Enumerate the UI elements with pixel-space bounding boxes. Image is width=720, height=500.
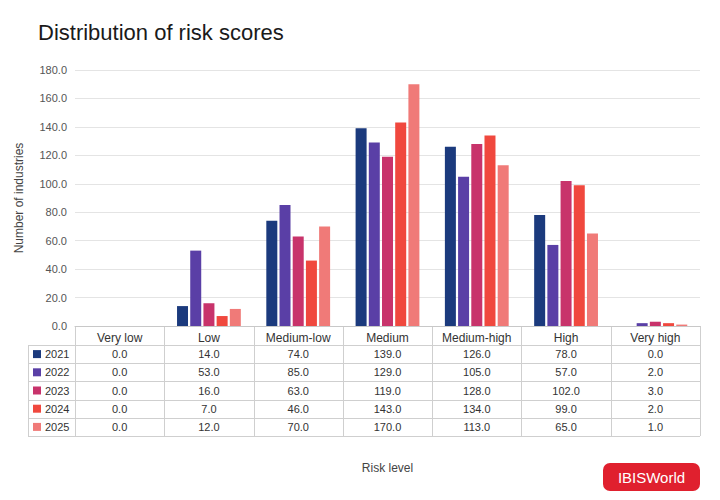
svg-text:120.0: 120.0 [39,149,67,161]
svg-text:Risk level: Risk level [362,461,413,475]
svg-text:80.0: 80.0 [46,206,67,218]
svg-text:2025: 2025 [45,421,69,433]
svg-text:2023: 2023 [45,385,69,397]
svg-text:63.0: 63.0 [288,385,309,397]
svg-text:57.0: 57.0 [555,366,576,378]
svg-text:143.0: 143.0 [374,403,402,415]
svg-text:16.0: 16.0 [198,385,219,397]
svg-text:65.0: 65.0 [555,421,576,433]
svg-text:0.0: 0.0 [52,320,67,332]
svg-text:0.0: 0.0 [112,403,127,415]
svg-text:78.0: 78.0 [555,348,576,360]
svg-text:Very high: Very high [630,331,680,345]
svg-text:70.0: 70.0 [288,421,309,433]
svg-text:2022: 2022 [45,366,69,378]
svg-text:128.0: 128.0 [463,385,491,397]
svg-text:0.0: 0.0 [112,348,127,360]
svg-text:Medium: Medium [366,331,409,345]
svg-text:3.0: 3.0 [648,385,663,397]
svg-text:140.0: 140.0 [39,121,67,133]
svg-text:160.0: 160.0 [39,92,67,104]
svg-text:53.0: 53.0 [198,366,219,378]
svg-text:60.0: 60.0 [46,235,67,247]
svg-text:85.0: 85.0 [288,366,309,378]
svg-text:134.0: 134.0 [463,403,491,415]
svg-text:113.0: 113.0 [463,421,490,433]
svg-text:129.0: 129.0 [374,366,402,378]
svg-text:IBISWorld: IBISWorld [618,469,685,486]
svg-text:0.0: 0.0 [112,366,127,378]
svg-text:Medium-low: Medium-low [266,331,331,345]
svg-text:High: High [554,331,579,345]
svg-text:105.0: 105.0 [463,366,491,378]
svg-text:126.0: 126.0 [463,348,491,360]
svg-text:139.0: 139.0 [374,348,402,360]
svg-text:12.0: 12.0 [198,421,219,433]
svg-text:2021: 2021 [45,348,69,360]
svg-text:2.0: 2.0 [648,403,663,415]
svg-text:Number of industries: Number of industries [12,143,26,254]
svg-text:74.0: 74.0 [288,348,309,360]
svg-text:2024: 2024 [45,403,69,415]
svg-text:102.0: 102.0 [552,385,580,397]
svg-text:20.0: 20.0 [46,292,67,304]
svg-text:0.0: 0.0 [648,348,663,360]
svg-text:2.0: 2.0 [648,366,663,378]
svg-text:Distribution of risk scores: Distribution of risk scores [38,20,284,45]
svg-text:14.0: 14.0 [198,348,219,360]
svg-text:Medium-high: Medium-high [442,331,511,345]
svg-text:0.0: 0.0 [112,421,127,433]
svg-text:170.0: 170.0 [374,421,402,433]
svg-text:180.0: 180.0 [39,64,67,76]
svg-text:1.0: 1.0 [648,421,663,433]
svg-text:100.0: 100.0 [39,178,67,190]
svg-text:Low: Low [198,331,220,345]
svg-text:99.0: 99.0 [555,403,576,415]
svg-text:46.0: 46.0 [288,403,309,415]
svg-text:119.0: 119.0 [374,385,401,397]
svg-text:40.0: 40.0 [46,263,67,275]
svg-text:7.0: 7.0 [201,403,216,415]
svg-text:0.0: 0.0 [112,385,127,397]
svg-text:Very low: Very low [97,331,143,345]
